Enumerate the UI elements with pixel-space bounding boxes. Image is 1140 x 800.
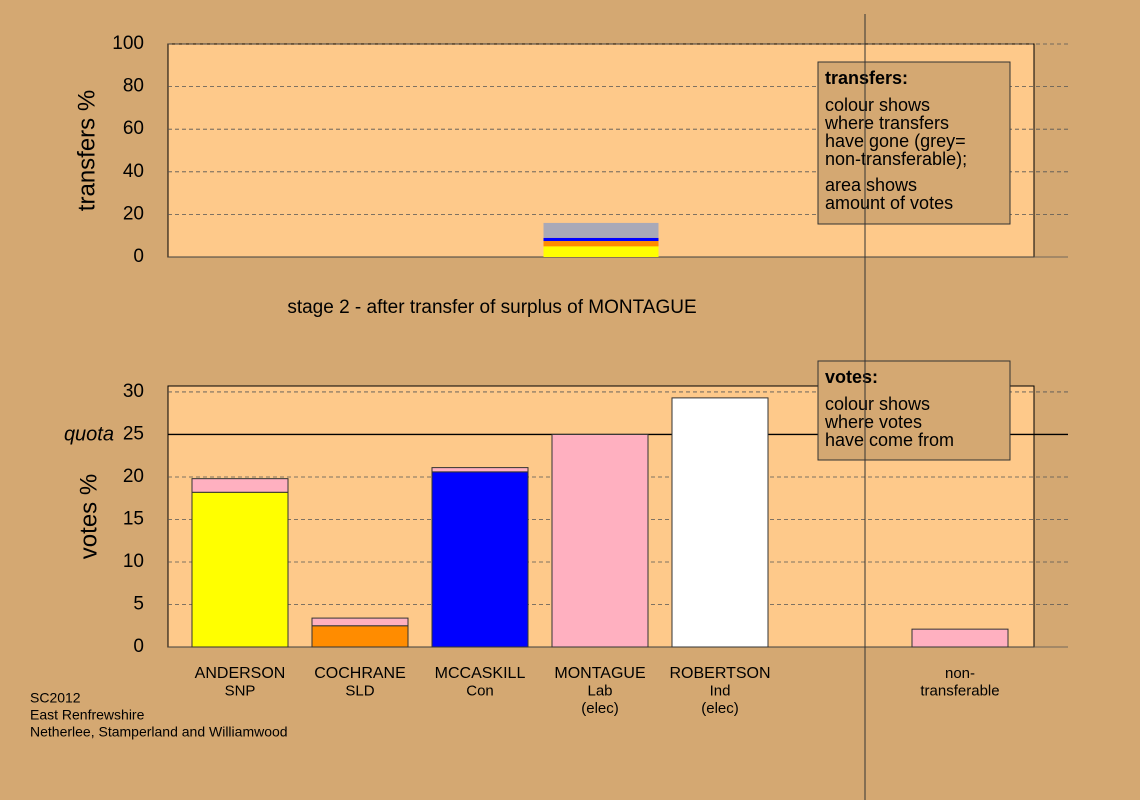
x-tick-label: COCHRANE [314, 665, 406, 682]
bar-segment [431, 471, 529, 648]
y-tick-label: 100 [112, 33, 144, 54]
x-tick-label: (elec) [581, 700, 619, 717]
y-tick-label: 25 [123, 423, 144, 444]
x-tick-label: MCCASKILL [435, 665, 526, 682]
x-tick-label: SLD [345, 682, 374, 699]
y-tick-label: 0 [133, 636, 144, 657]
bar-segment [543, 237, 659, 242]
bar-segment [551, 433, 649, 648]
info-line: colour shows [825, 95, 930, 115]
info-line: colour shows [825, 394, 930, 414]
info-line: have gone (grey= [825, 131, 966, 151]
bar-segment [543, 246, 659, 257]
source-line: Netherlee, Stamperland and Williamwood [30, 724, 288, 740]
y-tick-label: 20 [123, 466, 144, 487]
info-line: amount of votes [825, 193, 953, 213]
bar-segment [671, 397, 769, 648]
bar-segment [543, 241, 659, 247]
chart-title: stage 2 - after transfer of surplus of M… [287, 297, 696, 318]
x-tick-label: ANDERSON [195, 665, 286, 682]
bar-segment [311, 625, 409, 648]
source-line: East Renfrewshire [30, 707, 145, 723]
y-tick-label: 10 [123, 551, 144, 572]
info-box [817, 360, 1011, 461]
info-line: where votes [824, 412, 922, 432]
bar-segment [911, 628, 1009, 648]
info-box [817, 61, 1011, 225]
bar-segment [543, 222, 659, 238]
quota-label: quota [64, 424, 114, 446]
y-tick-label: 15 [123, 508, 144, 529]
x-tick-label: SNP [225, 682, 256, 699]
y-tick-label: 30 [123, 381, 144, 402]
info-line: non-transferable); [825, 149, 967, 169]
info-line: area shows [825, 175, 917, 195]
y-tick-label: 80 [123, 76, 144, 97]
x-tick-label: non- [945, 665, 975, 682]
y-axis-title: votes % [75, 474, 102, 559]
bar-segment [191, 491, 289, 648]
info-heading: votes: [825, 367, 878, 387]
y-tick-label: 40 [123, 161, 144, 182]
y-tick-label: 20 [123, 203, 144, 224]
y-tick-label: 0 [133, 246, 144, 267]
x-tick-label: Con [466, 682, 494, 699]
info-line: where transfers [824, 113, 949, 133]
bar-segment [191, 478, 289, 493]
x-tick-label: Lab [587, 682, 612, 699]
y-tick-label: 60 [123, 118, 144, 139]
x-tick-label: ROBERTSON [669, 665, 770, 682]
y-axis-title: transfers % [73, 90, 100, 211]
bar-segment [311, 617, 409, 627]
x-tick-label: Ind [710, 682, 731, 699]
info-heading: transfers: [825, 68, 908, 88]
bar-segment [431, 467, 529, 473]
source-line: SC2012 [30, 690, 81, 706]
info-line: have come from [825, 430, 954, 450]
y-tick-label: 5 [133, 594, 144, 615]
x-tick-label: (elec) [701, 700, 739, 717]
x-tick-label: MONTAGUE [554, 665, 645, 682]
x-tick-label: transferable [920, 682, 999, 699]
